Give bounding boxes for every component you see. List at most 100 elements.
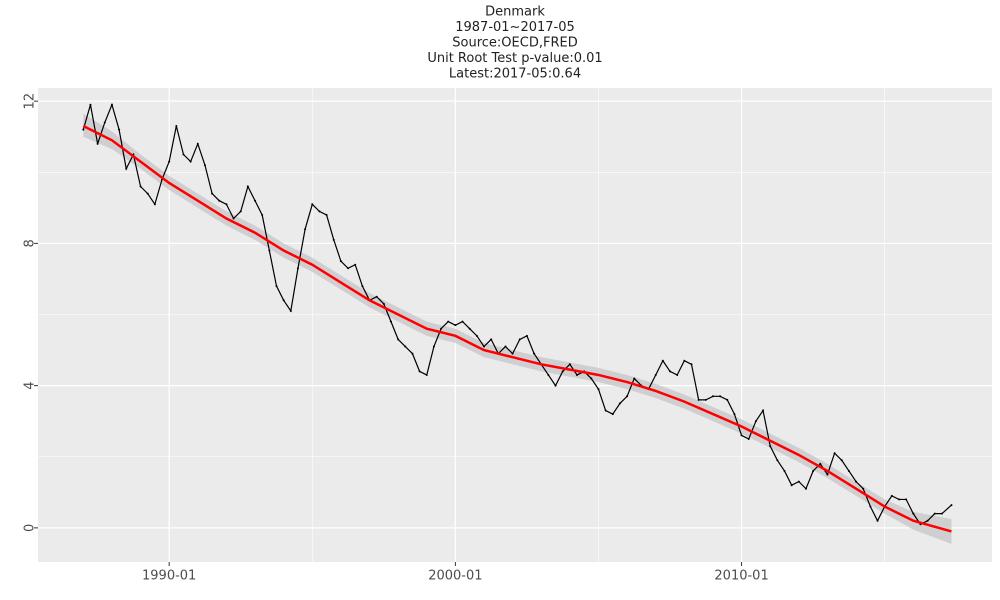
data-point xyxy=(118,128,121,131)
data-point xyxy=(282,299,285,302)
data-point xyxy=(819,462,822,465)
data-point xyxy=(475,334,478,337)
data-point xyxy=(246,185,249,188)
data-line xyxy=(82,102,952,526)
data-point xyxy=(182,153,185,156)
data-point xyxy=(354,263,357,266)
data-point xyxy=(719,395,722,398)
y-tick-label: 12 xyxy=(23,93,38,110)
data-point xyxy=(375,295,378,298)
data-point xyxy=(690,363,693,366)
data-point xyxy=(669,370,672,373)
data-point xyxy=(225,203,228,206)
data-point xyxy=(103,121,106,124)
data-point xyxy=(726,398,729,401)
data-point xyxy=(254,199,257,202)
data-point xyxy=(597,388,600,391)
data-point xyxy=(926,519,929,522)
data-point xyxy=(311,203,314,206)
data-point xyxy=(733,413,736,416)
data-point xyxy=(139,185,142,188)
data-point xyxy=(203,164,206,167)
data-point xyxy=(361,285,364,288)
chart-title: Latest:2017-05:0.64 xyxy=(449,67,581,82)
data-point xyxy=(232,217,235,220)
data-point xyxy=(518,338,521,341)
chart-title: Unit Root Test p-value:0.01 xyxy=(427,51,602,66)
x-tick-label: 1990-01 xyxy=(142,569,196,584)
data-point xyxy=(912,512,915,515)
data-point xyxy=(82,128,85,131)
data-point xyxy=(447,320,450,323)
data-point xyxy=(153,203,156,206)
data-point xyxy=(490,338,493,341)
data-point xyxy=(576,373,579,376)
data-point xyxy=(96,142,99,145)
data-point xyxy=(704,398,707,401)
data-point xyxy=(268,249,271,252)
data-point xyxy=(711,395,714,398)
data-point xyxy=(440,327,443,330)
data-point xyxy=(332,238,335,241)
y-tick-label: 8 xyxy=(23,239,38,247)
data-point xyxy=(411,352,414,355)
data-point xyxy=(626,395,629,398)
data-point xyxy=(533,352,536,355)
data-point xyxy=(740,434,743,437)
data-point xyxy=(776,459,779,462)
data-point xyxy=(905,498,908,501)
data-point xyxy=(590,377,593,380)
data-point xyxy=(454,324,457,327)
data-point xyxy=(754,420,757,423)
data-point xyxy=(804,487,807,490)
trend-line xyxy=(82,124,952,533)
data-point xyxy=(325,213,328,216)
data-point xyxy=(604,409,607,412)
data-point xyxy=(769,445,772,448)
x-tick-label: 2010-01 xyxy=(714,569,768,584)
data-point xyxy=(790,484,793,487)
data-point xyxy=(146,192,149,195)
chart-title: Denmark xyxy=(485,5,545,20)
data-point xyxy=(275,285,278,288)
data-point xyxy=(168,160,171,163)
data-point xyxy=(189,160,192,163)
x-tick-label: 2000-01 xyxy=(428,569,482,584)
data-point xyxy=(747,437,750,440)
data-point xyxy=(561,370,564,373)
data-point xyxy=(676,373,679,376)
data-point xyxy=(862,487,865,490)
data-point xyxy=(425,373,428,376)
data-point xyxy=(618,402,621,405)
data-point xyxy=(897,498,900,501)
data-point xyxy=(418,370,421,373)
data-point xyxy=(289,309,292,312)
data-point xyxy=(304,228,307,231)
data-point xyxy=(482,345,485,348)
data-point xyxy=(554,384,557,387)
data-point xyxy=(239,210,242,213)
data-point xyxy=(218,199,221,202)
data-point xyxy=(175,125,178,128)
data-point xyxy=(697,398,700,401)
data-point xyxy=(339,260,342,263)
data-point xyxy=(661,359,664,362)
data-point xyxy=(432,345,435,348)
data-point xyxy=(461,320,464,323)
data-point xyxy=(261,213,264,216)
data-point xyxy=(847,469,850,472)
data-point xyxy=(833,452,836,455)
data-point xyxy=(812,469,815,472)
y-tick-label: 4 xyxy=(23,381,38,389)
data-point xyxy=(347,267,350,270)
chart-title: 1987-01~2017-05 xyxy=(455,20,575,35)
data-point xyxy=(382,302,385,305)
data-point xyxy=(318,210,321,213)
confidence-band xyxy=(83,113,952,544)
data-point xyxy=(547,373,550,376)
data-point xyxy=(511,352,514,355)
data-point xyxy=(654,373,657,376)
data-point xyxy=(855,480,858,483)
